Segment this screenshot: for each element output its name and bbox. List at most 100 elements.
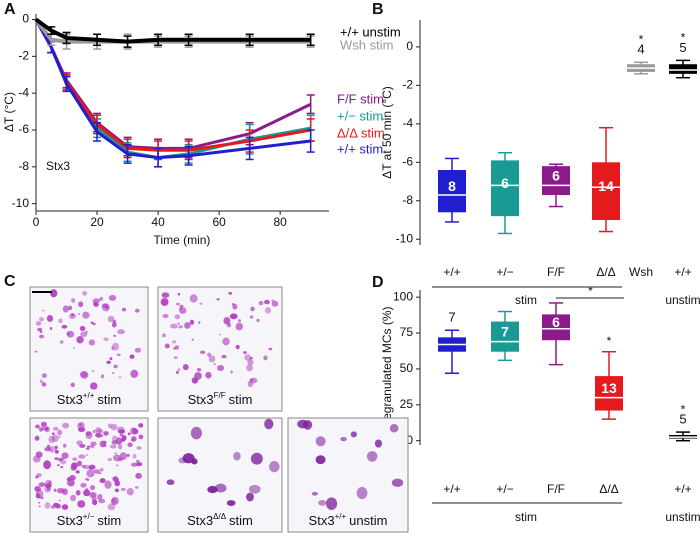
- cell: [208, 355, 216, 363]
- micrograph: Stx3+/+ unstim: [287, 417, 409, 533]
- cell: [91, 369, 94, 373]
- cell: [44, 427, 49, 431]
- error-bar: [123, 143, 132, 164]
- n-label: 5: [679, 40, 686, 55]
- cell: [108, 294, 117, 301]
- n-label: 13: [601, 380, 617, 396]
- caption-name: Stx3: [187, 513, 213, 528]
- cell: [91, 474, 95, 477]
- cell: [61, 504, 69, 510]
- cell: [111, 372, 115, 374]
- cell: [138, 434, 144, 440]
- error-bar: [245, 136, 254, 161]
- significance: *: [681, 31, 686, 45]
- cell: [174, 314, 181, 320]
- cell: [199, 302, 203, 305]
- error-bar: [47, 26, 56, 36]
- n-label: 4: [637, 42, 644, 57]
- cell: [265, 307, 272, 314]
- cell: [177, 322, 180, 325]
- cell: [271, 300, 279, 307]
- cell: [76, 460, 82, 467]
- cell: [216, 298, 220, 301]
- cell: [67, 305, 73, 311]
- x-tick-label: Wsh: [629, 265, 653, 279]
- cell: [70, 382, 75, 388]
- cell: [170, 323, 178, 329]
- cell: [179, 307, 187, 314]
- cell: [61, 324, 68, 329]
- micrograph-frame: [29, 286, 149, 412]
- cell: [38, 505, 41, 508]
- cell: [134, 486, 139, 489]
- x-tick-label: +/−: [496, 265, 513, 279]
- cell: [41, 373, 47, 379]
- cell: [90, 382, 98, 390]
- x-tick-label: 0: [33, 215, 40, 229]
- panel-label: A: [4, 1, 16, 18]
- cell: [78, 454, 86, 459]
- cell: [34, 435, 40, 441]
- cell: [179, 304, 184, 308]
- y-tick-label: -10: [12, 196, 30, 210]
- cell: [244, 354, 252, 361]
- x-tick-label: +/+: [674, 265, 691, 279]
- cell: [35, 424, 40, 429]
- box: [592, 162, 620, 220]
- cell: [48, 480, 52, 484]
- cell: [135, 462, 143, 467]
- cell: [117, 329, 125, 335]
- cell: [86, 478, 90, 481]
- caption-name: Stx3: [57, 392, 83, 407]
- group-label: unstim: [665, 293, 700, 307]
- cell: [191, 458, 198, 465]
- n-label: 6: [552, 314, 560, 330]
- cell: [311, 491, 318, 496]
- cell: [235, 344, 240, 350]
- cell: [79, 370, 88, 378]
- cell: [258, 300, 264, 306]
- cell: [130, 369, 139, 378]
- cell: [103, 440, 107, 445]
- comparison-label: *: [588, 284, 593, 298]
- cell: [162, 333, 166, 338]
- cell: [99, 297, 104, 301]
- cell: [160, 298, 169, 306]
- cell: [68, 313, 77, 320]
- cell: [114, 488, 120, 493]
- error-bar: [154, 33, 163, 47]
- cell: [177, 368, 181, 372]
- n-label: 14: [598, 178, 614, 194]
- error-bar: [62, 75, 71, 93]
- cell: [47, 487, 51, 491]
- cell: [106, 360, 111, 364]
- cell: [80, 331, 88, 337]
- cell: [88, 464, 96, 470]
- cell: [107, 503, 116, 511]
- cell: [132, 453, 137, 459]
- n-label: 7: [448, 310, 455, 325]
- cell: [88, 339, 96, 346]
- caption-genotype: +/+: [335, 512, 347, 521]
- cell: [107, 315, 115, 323]
- cell: [60, 460, 67, 465]
- y-tick-label: 25: [400, 397, 414, 411]
- cell: [51, 432, 55, 435]
- cell: [55, 503, 62, 509]
- cell: [54, 445, 58, 450]
- cell: [113, 364, 118, 369]
- y-tick-label: -4: [402, 116, 413, 130]
- cell: [127, 432, 131, 436]
- cell: [263, 355, 268, 361]
- cell: [264, 418, 274, 430]
- panel-label: B: [372, 1, 384, 18]
- cell: [78, 301, 84, 308]
- cell: [231, 314, 236, 319]
- cell: [140, 425, 143, 428]
- cell: [117, 429, 126, 434]
- micrograph: Stx3F/F stim: [157, 286, 283, 412]
- cell: [228, 291, 233, 295]
- y-tick-label: -6: [18, 122, 29, 136]
- cell: [171, 340, 177, 344]
